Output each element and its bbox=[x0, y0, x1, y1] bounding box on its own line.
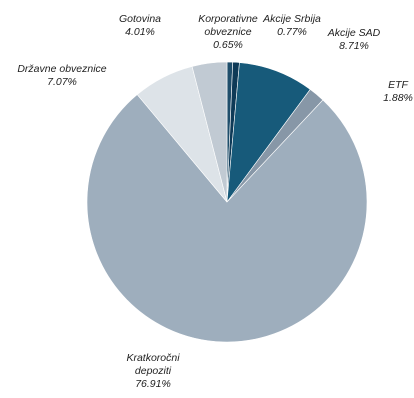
slice-value-label: 8.71% bbox=[339, 40, 369, 52]
slice-name-label: Akcije Srbija bbox=[262, 13, 321, 25]
slice-value-label: 0.65% bbox=[213, 39, 243, 51]
slice-value-label: 4.01% bbox=[125, 26, 155, 38]
slice-label: ETF 1.88% bbox=[383, 79, 413, 104]
slice-label: Akcije Srbija 0.77% bbox=[262, 13, 321, 38]
slice-name-label: Akcije SAD bbox=[327, 27, 381, 39]
slice-value-label: 76.91% bbox=[135, 378, 171, 390]
slice-name-label: Kratkoročni bbox=[126, 352, 180, 364]
slice-name-label: ETF bbox=[388, 79, 408, 91]
slice-label: Državne obveznice 7.07% bbox=[17, 63, 106, 88]
slice-name-label: Državne obveznice bbox=[17, 63, 106, 75]
slice-name-label: Gotovina bbox=[119, 13, 161, 25]
slice-name-label: depoziti bbox=[135, 365, 172, 377]
slice-name-label: obveznice bbox=[204, 26, 251, 38]
slice-label: Gotovina 4.01% bbox=[119, 13, 161, 38]
slice-value-label: 7.07% bbox=[47, 76, 77, 88]
slice-name-label: Korporativne bbox=[198, 13, 258, 25]
slice-label: Korporativne obveznice 0.65% bbox=[198, 13, 258, 51]
pie-slice bbox=[191, 61, 228, 203]
slice-label: Akcije SAD 8.71% bbox=[327, 27, 381, 52]
slice-value-label: 1.88% bbox=[383, 92, 413, 104]
pie-slice bbox=[86, 94, 368, 343]
slice-label: Kratkoročni depoziti 76.91% bbox=[126, 352, 180, 390]
slice-value-label: 0.77% bbox=[277, 26, 307, 38]
